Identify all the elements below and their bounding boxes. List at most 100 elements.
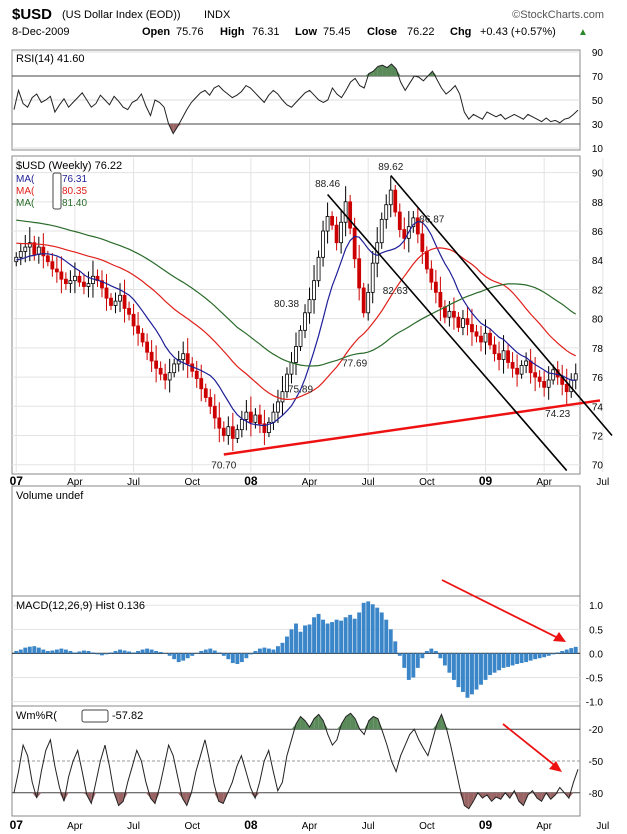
macd-bar <box>127 651 132 654</box>
macd-bar <box>149 649 154 654</box>
price-candle-body <box>307 299 312 314</box>
williams-overbought-fill <box>346 713 351 730</box>
price-candle-body <box>122 294 127 309</box>
channel-lower-line <box>326 193 568 472</box>
macd-bar <box>72 652 77 654</box>
williams-overbought-fill <box>364 720 369 730</box>
macd-bar <box>537 653 542 659</box>
x-tick-label: 08 <box>244 474 258 488</box>
price-title: $USD (Weekly) 76.22 <box>16 160 122 172</box>
macd-bar <box>181 653 186 661</box>
price-candle-body <box>18 251 23 258</box>
williams-oversold-fill <box>182 792 187 806</box>
price-candle-body <box>357 258 362 289</box>
price-candle-body <box>420 233 425 252</box>
price-candle-body <box>501 350 506 360</box>
chg-label: Chg <box>450 26 471 38</box>
macd-bar <box>510 653 515 666</box>
x-tick-label: Jul <box>596 477 609 488</box>
price-tick-label: 84 <box>592 256 604 267</box>
macd-bar <box>50 650 55 654</box>
macd-bar <box>415 653 420 668</box>
macd-bar <box>573 646 578 654</box>
macd-bar <box>199 651 204 654</box>
rsi-panel: RSI(14) 41.60 90 70 50 30 10 <box>12 48 603 155</box>
macd-bar <box>357 612 362 654</box>
macd-bar <box>366 601 371 654</box>
williams-tick-label: -20 <box>589 725 604 736</box>
macd-bar <box>533 653 538 660</box>
macd-bar <box>339 620 344 654</box>
bottom-x-tick-label: 08 <box>244 818 258 832</box>
macd-bar <box>488 653 492 676</box>
price-candle-body <box>172 363 177 374</box>
bottom-x-tick-label: Jul <box>596 821 609 832</box>
macd-title: MACD(12,26,9) Hist 0.136 <box>16 600 145 612</box>
rsi-line <box>13 63 579 135</box>
macd-y-ticks: 1.0 0.5 0.0 -0.5 -1.0 <box>586 601 604 708</box>
open-label: Open <box>142 26 170 38</box>
swing-label: 70.70 <box>211 460 236 471</box>
macd-bar <box>217 652 222 654</box>
macd-tick-label: -0.5 <box>586 674 604 685</box>
price-candle-body <box>361 287 366 314</box>
macd-bar <box>275 646 280 654</box>
macd-bar <box>492 653 497 673</box>
macd-bar <box>470 653 474 695</box>
macd-bar <box>460 653 465 692</box>
volume-panel: Volume undef <box>16 490 84 502</box>
price-candle-body <box>510 362 515 369</box>
price-candle-body <box>267 421 271 433</box>
macd-bar <box>515 653 520 665</box>
price-candle-body <box>515 367 519 375</box>
macd-bar <box>68 651 73 654</box>
macd-bar <box>433 651 438 654</box>
bottom-x-tick-label: Apr <box>67 821 83 832</box>
williams-tick-label: -80 <box>589 789 604 800</box>
price-candle-body <box>181 353 186 360</box>
rsi-grid <box>12 51 580 149</box>
price-tick-label: 88 <box>592 198 604 209</box>
macd-bar <box>542 653 547 658</box>
swing-labels: 70.70 75.89 80.38 88.46 77.69 89.62 86.87 82.63… <box>211 162 570 471</box>
ma-red-line <box>16 242 576 401</box>
price-candle-body <box>136 325 140 334</box>
price-candle-body <box>470 324 474 333</box>
price-candle-body <box>452 310 456 318</box>
macd-bar <box>91 652 95 654</box>
macd-bar <box>36 647 41 654</box>
williams-overbought-fill <box>373 716 378 730</box>
bottom-x-tick-label: Jul <box>362 821 375 832</box>
price-candle-body <box>442 306 447 318</box>
price-tick-label: 86 <box>592 227 604 238</box>
rsi-overbought-fill <box>391 64 397 76</box>
rsi-tick-label: 50 <box>592 96 604 107</box>
price-candle-body <box>497 353 501 360</box>
macd-panel: 1.0 0.5 0.0 -0.5 -1.0 MACD(12,26,9) Hist 0.1… <box>12 579 604 709</box>
price-candle-body <box>73 275 77 282</box>
x-tick-label: Apr <box>67 477 83 488</box>
price-candle-body <box>86 283 91 287</box>
price-candle-body <box>519 364 524 375</box>
price-candle-body <box>461 318 465 328</box>
price-candle-body <box>321 230 325 258</box>
williams-overbought-fill <box>446 727 451 730</box>
price-candle-body <box>131 313 136 327</box>
price-candle-body <box>352 227 357 260</box>
macd-bar <box>330 622 335 654</box>
macd-bar <box>14 651 19 654</box>
williams-overbought-fill <box>318 714 324 730</box>
macd-bar <box>262 647 267 654</box>
price-candle-body <box>203 388 208 398</box>
price-candle-body <box>298 329 303 347</box>
macd-bar <box>203 649 208 654</box>
symbol: $USD <box>12 6 52 23</box>
price-candle-body <box>447 310 452 318</box>
price-candle-body <box>393 189 398 213</box>
macd-bar <box>316 613 321 654</box>
ma3-legend-value: 81.40 <box>62 198 87 209</box>
price-candle-body <box>140 332 145 343</box>
price-candle-body <box>271 411 276 423</box>
rsi-tick-label: 90 <box>592 48 604 59</box>
macd-bar <box>483 653 488 680</box>
